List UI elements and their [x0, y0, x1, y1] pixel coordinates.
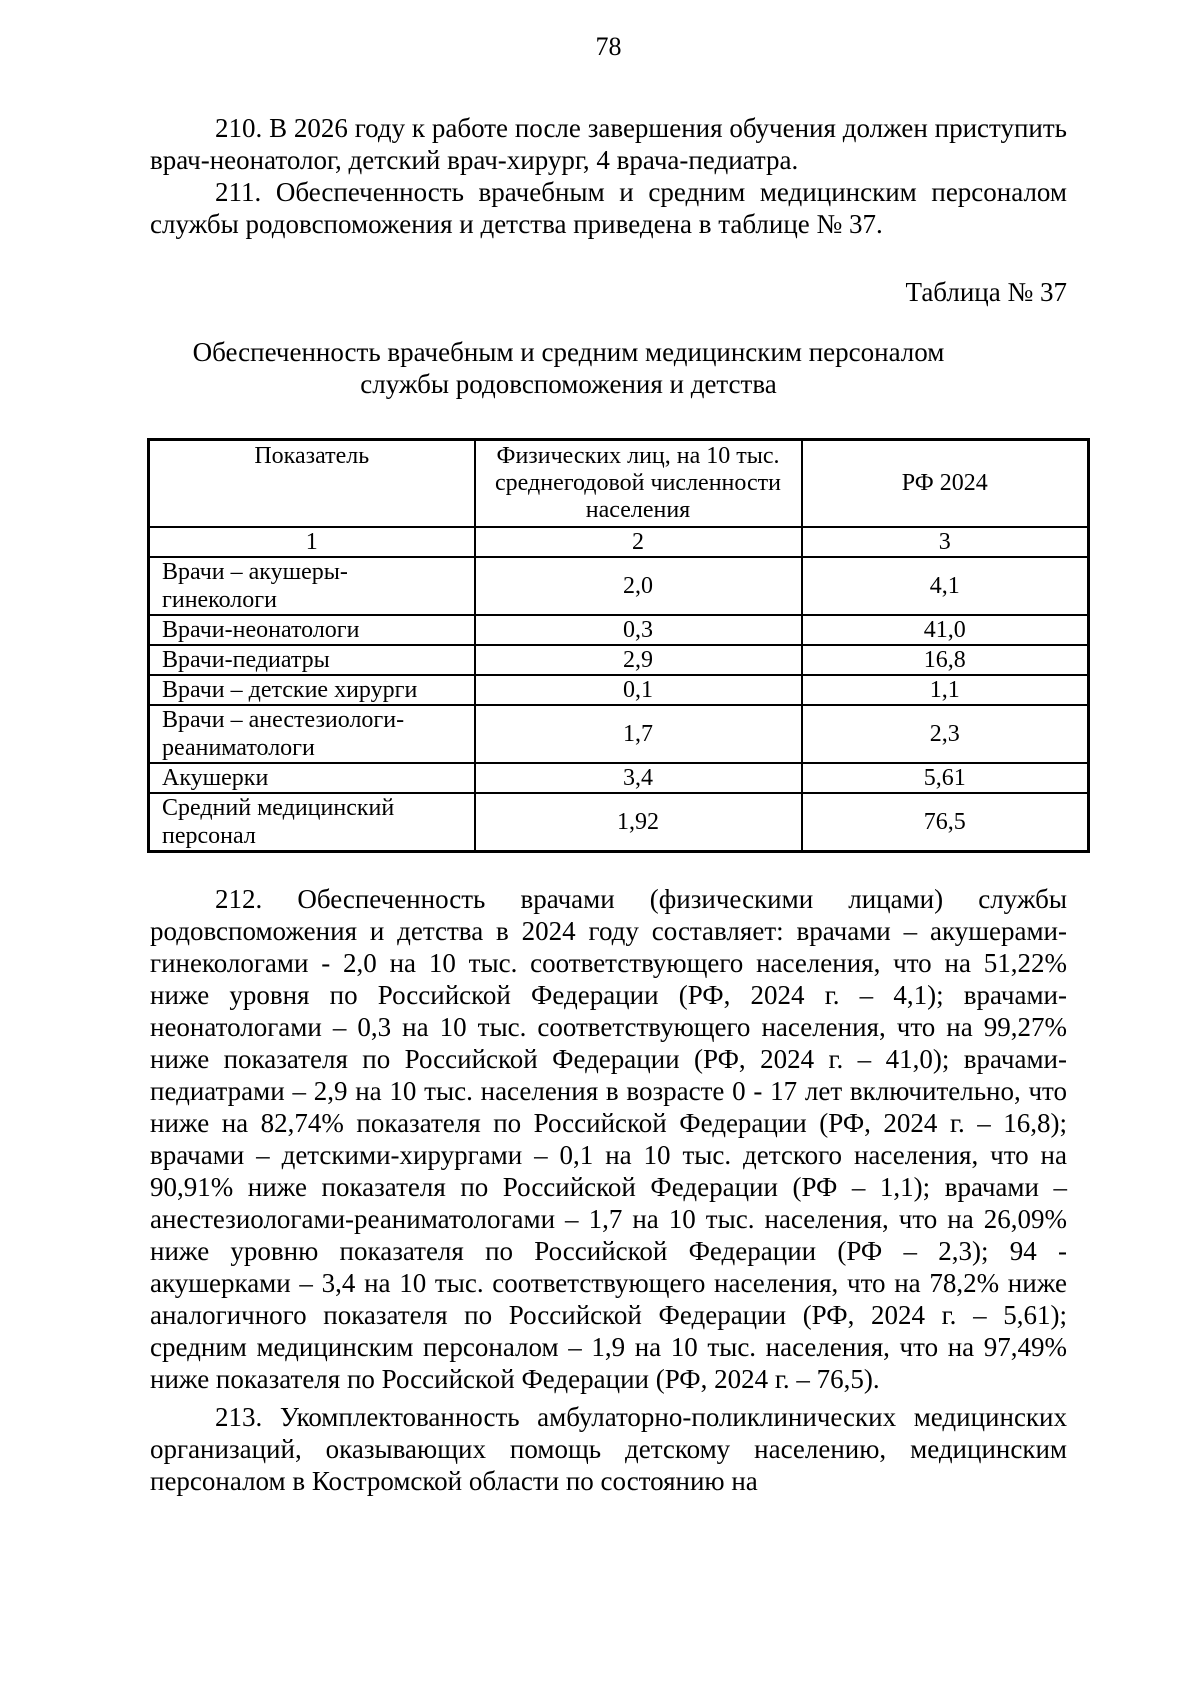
rf-2024-cell: 76,5 [800, 792, 1090, 853]
header-cell-2: Физических лиц, на 10 тыс. среднегодовой… [473, 438, 803, 528]
value-per-10k-cell: 2,9 [473, 644, 803, 676]
table-row: Врачи – детские хирурги 0,1 1,1 [147, 674, 1090, 706]
page-number: 78 [595, 32, 622, 61]
table-row: Акушерки 3,4 5,61 [147, 762, 1090, 794]
row-label-cell: Врачи-неонатологи [147, 614, 476, 646]
paragraph-210: 210. В 2026 году к работе после завершен… [150, 113, 1067, 175]
staffing-table-head: Показатель Физических лиц, на 10 тыс. сре… [147, 438, 1090, 528]
rf-2024-cell: 41,0 [800, 614, 1090, 646]
table-row: Врачи – анестезиологи-реаниматологи 1,7 2,… [147, 704, 1090, 764]
row-label-cell: Средний медицинский персонал [147, 792, 476, 853]
paragraph-213: 213. Укомплектованность амбулаторно-поли… [150, 1402, 1067, 1496]
rf-2024-cell: 4,1 [800, 556, 1090, 616]
value-per-10k-cell: 1,92 [473, 792, 803, 853]
table-row: Врачи – акушеры-гинекологи 2,0 4,1 [147, 556, 1090, 616]
row-label-cell: Врачи – анестезиологи-реаниматологи [147, 704, 476, 764]
table-row: Врачи-педиатры 2,9 16,8 [147, 644, 1090, 676]
rf-2024-cell: 2,3 [800, 704, 1090, 764]
row-label-cell: Врачи – акушеры-гинекологи [147, 556, 476, 616]
paragraph-212: 212. Обеспеченность врачами (физическими… [150, 884, 1067, 1394]
value-per-10k-cell: 2,0 [473, 556, 803, 616]
column-number-cell-1: 1 [147, 526, 476, 558]
rf-2024-cell: 16,8 [800, 644, 1090, 676]
paragraph-211: 211. Обеспеченность врачебным и средним … [150, 177, 1067, 239]
table-title: Обеспеченность врачебным и средним медиц… [192, 337, 945, 399]
value-per-10k-cell: 0,1 [473, 674, 803, 706]
header-cell-1: Показатель [147, 438, 476, 528]
column-number-cell-3: 3 [800, 526, 1090, 558]
row-label-cell: Врачи – детские хирурги [147, 674, 476, 706]
value-per-10k-cell: 3,4 [473, 762, 803, 794]
table-label: Таблица № 37 [905, 277, 1068, 307]
row-label-cell: Врачи-педиатры [147, 644, 476, 676]
staffing-table-body: 1 2 3 Врачи – акушеры-гинекологи 2,0 4,1 Врачи… [147, 526, 1090, 853]
rf-2024-cell: 5,61 [800, 762, 1090, 794]
value-per-10k-cell: 0,3 [473, 614, 803, 646]
row-label-cell: Акушерки [147, 762, 476, 794]
rf-2024-cell: 1,1 [800, 674, 1090, 706]
header-cell-3: РФ 2024 [800, 438, 1090, 528]
table-header-row: Показатель Физических лиц, на 10 тыс. сре… [147, 438, 1090, 528]
column-number-cell-2: 2 [473, 526, 803, 558]
page-content: 78 210. В 2026 году к работе после завер… [147, 0, 1090, 1497]
value-per-10k-cell: 1,7 [473, 704, 803, 764]
table-row: Средний медицинский персонал 1,92 76,5 [147, 792, 1090, 853]
staffing-table: Показатель Физических лиц, на 10 тыс. сре… [147, 438, 1090, 853]
table-row: Врачи-неонатологи 0,3 41,0 [147, 614, 1090, 646]
